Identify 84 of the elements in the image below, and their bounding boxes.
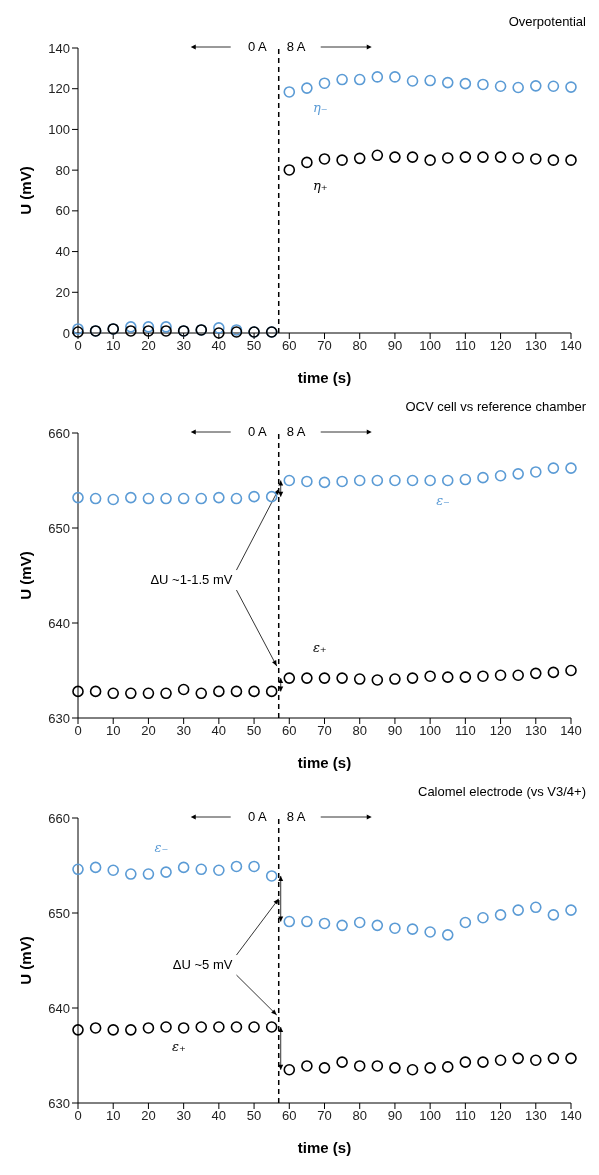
x-tick-label: 10 <box>105 1108 121 1124</box>
y-tick-label: 80 <box>55 162 70 178</box>
x-tick-label: 60 <box>282 1108 297 1124</box>
x-tick-label: 30 <box>176 338 191 354</box>
x-tick-label: 20 <box>141 338 156 354</box>
x-tick-label: 20 <box>141 1108 156 1124</box>
x-tick-label: 140 <box>560 723 582 739</box>
x-tick-label: 0 <box>74 338 82 354</box>
x-tick-label: 120 <box>489 338 512 354</box>
series-label: η₋ <box>312 100 328 116</box>
x-tick-label: 40 <box>211 1108 227 1124</box>
y-tick-label: 660 <box>48 810 70 826</box>
annotation: 0 A <box>247 809 268 824</box>
x-tick-label: 20 <box>141 723 156 739</box>
x-tick-label: 80 <box>352 723 367 739</box>
x-tick-label: 100 <box>419 723 441 739</box>
annotation: 8 A <box>286 39 306 54</box>
y-tick-label: 640 <box>48 1000 70 1016</box>
series-label: ε₊ <box>312 640 327 656</box>
x-tick-label: 0 <box>74 723 82 739</box>
x-tick-label: 100 <box>419 1108 441 1124</box>
y-tick-label: 140 <box>48 40 70 56</box>
x-tick-label: 110 <box>454 1108 476 1124</box>
x-tick-label: 120 <box>489 1108 512 1124</box>
x-tick-label: 60 <box>282 723 297 739</box>
x-tick-label: 110 <box>454 723 476 739</box>
series-label: ε₋ <box>154 840 169 856</box>
x-tick-label: 10 <box>105 338 121 354</box>
y-tick-label: 40 <box>55 244 70 260</box>
y-tick-label: 660 <box>48 425 70 441</box>
chart-title: OCV cell vs reference chamber <box>405 399 587 414</box>
y-axis-title: U (mV) <box>17 551 35 600</box>
y-axis-title: U (mV) <box>17 936 35 985</box>
x-tick-label: 100 <box>419 338 441 354</box>
x-tick-label: 70 <box>317 723 332 739</box>
chart-title: Overpotential <box>508 14 587 29</box>
x-tick-label: 10 <box>105 723 121 739</box>
y-tick-label: 630 <box>48 1095 70 1111</box>
y-tick-label: 650 <box>48 520 70 536</box>
x-axis-title: time (s) <box>297 754 352 771</box>
x-tick-label: 40 <box>211 338 227 354</box>
x-tick-label: 0 <box>74 1108 82 1124</box>
x-tick-label: 90 <box>387 1108 403 1124</box>
x-tick-label: 60 <box>282 338 297 354</box>
y-tick-label: 120 <box>48 81 70 97</box>
x-tick-label: 80 <box>352 338 367 354</box>
x-tick-label: 80 <box>352 1108 367 1124</box>
series-label: η₊ <box>312 178 328 194</box>
annotation: ΔU ~5 mV <box>172 957 233 973</box>
y-tick-label: 0 <box>62 325 70 341</box>
series-label: ε₋ <box>436 492 450 508</box>
x-tick-label: 90 <box>387 338 403 354</box>
x-tick-label: 70 <box>317 338 332 354</box>
x-tick-label: 90 <box>387 723 403 739</box>
x-axis-title: time (s) <box>297 369 352 386</box>
y-tick-label: 100 <box>48 122 70 138</box>
annotation: 0 A <box>247 39 268 54</box>
x-axis-title: time (s) <box>297 1139 352 1156</box>
y-tick-label: 630 <box>48 710 70 726</box>
x-tick-label: 120 <box>489 723 512 739</box>
annotation: 8 A <box>286 809 306 824</box>
x-tick-label: 70 <box>317 1108 332 1124</box>
series-label: ε₊ <box>172 1039 186 1054</box>
annotation: 0 A <box>247 424 268 439</box>
x-tick-label: 30 <box>176 723 191 739</box>
annotation: ΔU ~1-1.5 mV <box>150 572 233 588</box>
chart-title: Calomel electrode (vs V3/4+) <box>418 784 586 799</box>
x-tick-label: 50 <box>246 338 262 354</box>
y-tick-label: 20 <box>55 284 70 300</box>
x-tick-label: 110 <box>454 338 476 354</box>
y-tick-label: 640 <box>48 615 70 631</box>
x-tick-label: 50 <box>246 1108 262 1124</box>
x-tick-label: 140 <box>560 338 582 354</box>
annotation: 8 A <box>286 424 306 439</box>
x-tick-label: 140 <box>560 1108 582 1124</box>
x-tick-label: 130 <box>524 1108 547 1124</box>
x-tick-label: 130 <box>524 338 547 354</box>
y-tick-label: 60 <box>55 203 70 219</box>
x-tick-label: 130 <box>524 723 547 739</box>
x-tick-label: 40 <box>211 723 227 739</box>
y-axis-title: U (mV) <box>17 166 35 215</box>
x-tick-label: 30 <box>176 1108 191 1124</box>
x-tick-label: 50 <box>246 723 262 739</box>
y-tick-label: 650 <box>48 905 70 921</box>
